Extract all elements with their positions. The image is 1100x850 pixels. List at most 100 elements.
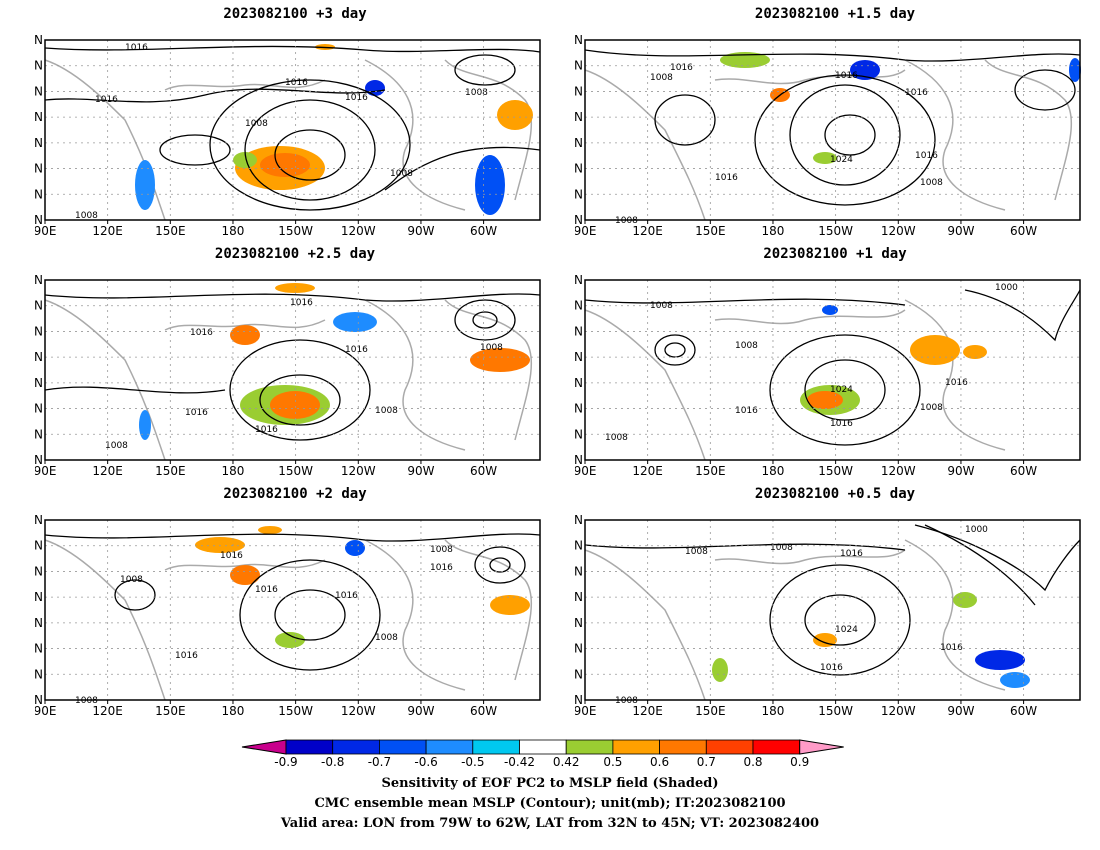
isobar-label: 1024 — [830, 155, 853, 165]
lat-tick-label: 30N — [575, 642, 583, 656]
lat-tick-label: 30N — [35, 402, 43, 416]
lon-tick-label: 120E — [632, 224, 663, 238]
isobar-label: 1000 — [995, 283, 1018, 293]
isobar-label: 1008 — [75, 211, 98, 221]
colorbar-low-arrow — [241, 739, 287, 755]
lon-axis-labels: 90E 120E 150E 180 150W 120W 90W 60W — [35, 220, 497, 238]
map-frame — [44, 519, 541, 701]
isobar-label: 1008 — [920, 178, 943, 188]
lon-tick-label: 150E — [695, 464, 726, 478]
isobar-label: 1016 — [345, 93, 368, 103]
colorbar-box — [752, 739, 801, 755]
lat-tick-label: 70N — [35, 299, 43, 313]
lon-tick-label: 180 — [222, 464, 245, 478]
lat-tick-label: 70N — [575, 299, 583, 313]
colorbar-label: -0.9 — [274, 755, 297, 769]
colorbar-box — [378, 739, 427, 755]
lon-tick-label: 90W — [407, 224, 434, 238]
isobar-label: 1016 — [185, 408, 208, 418]
map-frame — [584, 39, 1081, 221]
isobar-label: 1008 — [615, 216, 638, 226]
lon-tick-label: 120W — [881, 224, 916, 238]
lon-tick-label: 150W — [278, 464, 313, 478]
isobar-label: 1016 — [285, 78, 308, 88]
isobar-label: 1016 — [735, 406, 758, 416]
isobar-label: 1024 — [835, 625, 858, 635]
map-frame — [44, 279, 541, 461]
lon-tick-label: 120E — [632, 464, 663, 478]
map-frame — [584, 279, 1081, 461]
lon-axis-labels: 90E 120E 150E 180 150W 120W 90W 60W — [575, 700, 1037, 718]
lon-tick-label: 150W — [818, 704, 853, 718]
panel-title: 2023082100 +1.5 day — [754, 6, 916, 22]
lat-tick-label: 80N — [35, 273, 43, 287]
lon-tick-label: 90W — [407, 464, 434, 478]
lat-tick-label: 10N — [35, 213, 43, 227]
lat-tick-label: 30N — [35, 162, 43, 176]
lon-tick-label: 150E — [695, 704, 726, 718]
isobar-label: 1008 — [75, 696, 98, 706]
lon-tick-label: 90E — [575, 224, 596, 238]
lon-tick-label: 150E — [155, 224, 186, 238]
lat-tick-label: 80N — [575, 513, 583, 527]
panel-title: 2023082100 +0.5 day — [754, 486, 916, 502]
lon-axis-labels: 90E 120E 150E 180 150W 120W 90W 60W — [35, 700, 497, 718]
colorbar-box — [472, 739, 520, 755]
lon-tick-label: 180 — [762, 224, 785, 238]
isobar-label: 1008 — [650, 301, 673, 311]
lon-tick-label: 150W — [278, 704, 313, 718]
isobar-label: 1008 — [770, 543, 793, 553]
isobar-label: 1016 — [345, 345, 368, 355]
lat-tick-label: 40N — [35, 616, 43, 630]
colorbar-label: 0.9 — [790, 755, 809, 769]
colorbar-label: -0.6 — [414, 755, 437, 769]
map-panel-2: 2023082100 +1.5 day 80N 70N 60N 50N 40N 30N 20… — [575, 6, 1095, 238]
lon-tick-label: 90E — [35, 704, 56, 718]
lon-tick-label: 90E — [575, 464, 596, 478]
colorbar-box — [332, 739, 380, 755]
colorbar-box — [659, 739, 707, 755]
lat-tick-label: 80N — [575, 273, 583, 287]
lat-tick-label: 50N — [35, 110, 43, 124]
map-panel-4: 2023082100 +1 day 80N 70N 60N 50N 40N 30N 20N 1… — [575, 246, 1095, 478]
colorbar-box — [705, 739, 754, 755]
lon-tick-label: 150E — [155, 464, 186, 478]
lon-axis-labels: 90E 120E 150E 180 150W 120W 90W 60W — [35, 460, 497, 478]
lat-tick-label: 20N — [35, 187, 43, 201]
lat-tick-label: 80N — [35, 513, 43, 527]
isobar-label: 1024 — [830, 385, 853, 395]
isobar-label: 1008 — [375, 406, 398, 416]
isobar-label: 1016 — [125, 43, 148, 53]
lat-tick-label: 40N — [35, 376, 43, 390]
lat-tick-label: 10N — [575, 693, 583, 707]
lat-tick-label: 50N — [35, 590, 43, 604]
lat-tick-label: 60N — [575, 324, 583, 338]
colorbar-labels: -0.9 -0.8 -0.7 -0.6 -0.5 -0.42 0.42 0.5 0.6 0.7 0.… — [274, 755, 809, 769]
map-frame — [584, 519, 1081, 701]
isobar-label: 1016 — [940, 643, 963, 653]
lat-tick-label: 80N — [35, 33, 43, 47]
isobar-label: 1016 — [220, 551, 243, 561]
lon-tick-label: 180 — [222, 224, 245, 238]
colorbar-high-arrow — [799, 739, 844, 755]
map-plot: 80N 70N 60N 50N 40N 30N 20N 10N 90E 120E 150E 180 1… — [575, 33, 1081, 238]
isobar-label: 1008 — [920, 403, 943, 413]
lat-tick-label: 60N — [35, 84, 43, 98]
colorbar-box — [285, 739, 334, 755]
isobar-label: 1008 — [430, 545, 453, 555]
lat-tick-label: 60N — [35, 324, 43, 338]
isobar-label: 1000 — [965, 525, 988, 535]
lon-tick-label: 150W — [818, 464, 853, 478]
colorbar-label: -0.5 — [461, 755, 484, 769]
map-plot: 80N 70N 60N 50N 40N 30N 20N 10N 90E 120E 150E 180 1… — [575, 513, 1081, 718]
lon-tick-label: 60W — [1010, 224, 1037, 238]
isobar-label: 1016 — [95, 95, 118, 105]
lon-tick-label: 150W — [278, 224, 313, 238]
colorbar-label: -0.7 — [368, 755, 391, 769]
isobar-label: 1016 — [945, 378, 968, 388]
isobar-label: 1016 — [830, 419, 853, 429]
colorbar-label: 0.6 — [650, 755, 669, 769]
colorbar-boxes — [241, 739, 844, 755]
lat-tick-label: 30N — [575, 402, 583, 416]
lat-tick-label: 50N — [35, 350, 43, 364]
